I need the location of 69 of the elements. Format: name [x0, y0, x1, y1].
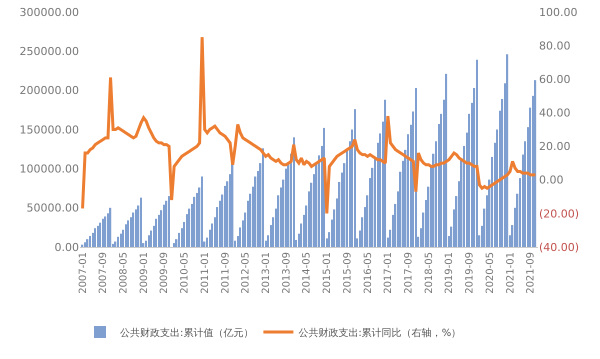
line-series [81, 36, 537, 215]
x-tick-label: 2011-01 [200, 252, 211, 294]
x-tick-label: 2021-01 [505, 252, 516, 294]
bar [97, 226, 99, 247]
bar [506, 54, 508, 247]
y-tick-label: 250000.00 [20, 45, 79, 58]
bar [135, 209, 137, 247]
bar [120, 234, 122, 247]
bar [445, 74, 448, 247]
y2-tick-label: (20.00) [539, 207, 580, 220]
y-tick-label: 100000.00 [20, 162, 79, 176]
y2-tick-label: 100.00 [539, 6, 578, 19]
bar [117, 236, 119, 247]
x-tick-label: 2015-09 [342, 252, 354, 294]
bar [173, 243, 175, 247]
x-tick-label: 2013-01 [260, 252, 272, 294]
bar [94, 228, 96, 247]
bar [354, 109, 356, 247]
bar [163, 204, 165, 247]
bar [86, 239, 88, 247]
y2-tick-label: 60.00 [539, 72, 570, 86]
legend-label: 公共财政支出:累计值（亿元） [120, 326, 254, 339]
bar [193, 196, 196, 247]
y2-tick-label: 0.00 [539, 174, 564, 187]
y-tick-label: 0.00 [54, 240, 79, 254]
bar [140, 198, 142, 247]
bar [89, 236, 91, 247]
x-tick-label: 2007-01 [78, 252, 89, 294]
x-tick-label: 2019-09 [464, 252, 476, 294]
bar [262, 148, 264, 247]
x-tick-label: 2015-01 [322, 252, 334, 294]
x-tick-label: 2020-05 [484, 252, 496, 294]
x-tick-label: 2017-01 [383, 252, 394, 294]
x-tick-label: 2013-09 [281, 252, 292, 294]
bar [476, 60, 478, 247]
x-tick-label: 2011-09 [220, 252, 232, 294]
x-tick-label: 2010-05 [180, 252, 191, 294]
bar [125, 224, 127, 247]
y2-tick-label: (40.00) [539, 240, 580, 254]
x-tick-label: 2019-01 [444, 252, 456, 294]
y2-tick-label: 20.00 [539, 140, 570, 154]
y-tick-label: 300000.00 [20, 6, 79, 19]
y2-tick-label: 80.00 [539, 39, 570, 52]
x-tick-label: 2014-05 [302, 252, 313, 294]
x-tick-label: 2017-09 [403, 252, 414, 294]
y2-tick-label: 40.00 [539, 106, 570, 120]
x-tick-label: 2016-05 [362, 252, 374, 294]
y-tick-label: 150000.00 [20, 123, 79, 136]
x-tick-label: 2009-01 [138, 252, 150, 294]
x-tick-label: 2007-09 [98, 252, 110, 294]
bar [104, 216, 106, 247]
bar [155, 218, 158, 247]
y-tick-label: 200000.00 [20, 84, 79, 98]
bar [99, 222, 102, 247]
y-tick-label: 50000.00 [26, 202, 79, 215]
x-tick-label: 2021-09 [526, 252, 537, 294]
legend-label: 公共财政支出:累计同比（右轴，%） [298, 326, 462, 339]
bar [168, 196, 170, 247]
bar [84, 242, 86, 247]
bar [132, 212, 134, 247]
bar [102, 218, 104, 247]
bar [285, 168, 287, 247]
bar [201, 176, 203, 247]
bar [534, 80, 536, 247]
bar [127, 220, 130, 247]
x-tick-label: 2008-05 [118, 252, 130, 294]
x-tick-label: 2018-05 [424, 252, 435, 294]
x-tick-label: 2012-05 [240, 252, 252, 294]
x-tick-label: 2009-09 [159, 252, 170, 294]
